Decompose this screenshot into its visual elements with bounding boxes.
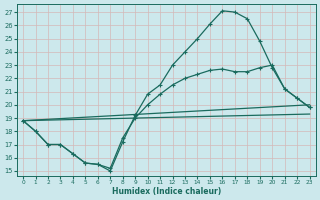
X-axis label: Humidex (Indice chaleur): Humidex (Indice chaleur) — [112, 187, 221, 196]
